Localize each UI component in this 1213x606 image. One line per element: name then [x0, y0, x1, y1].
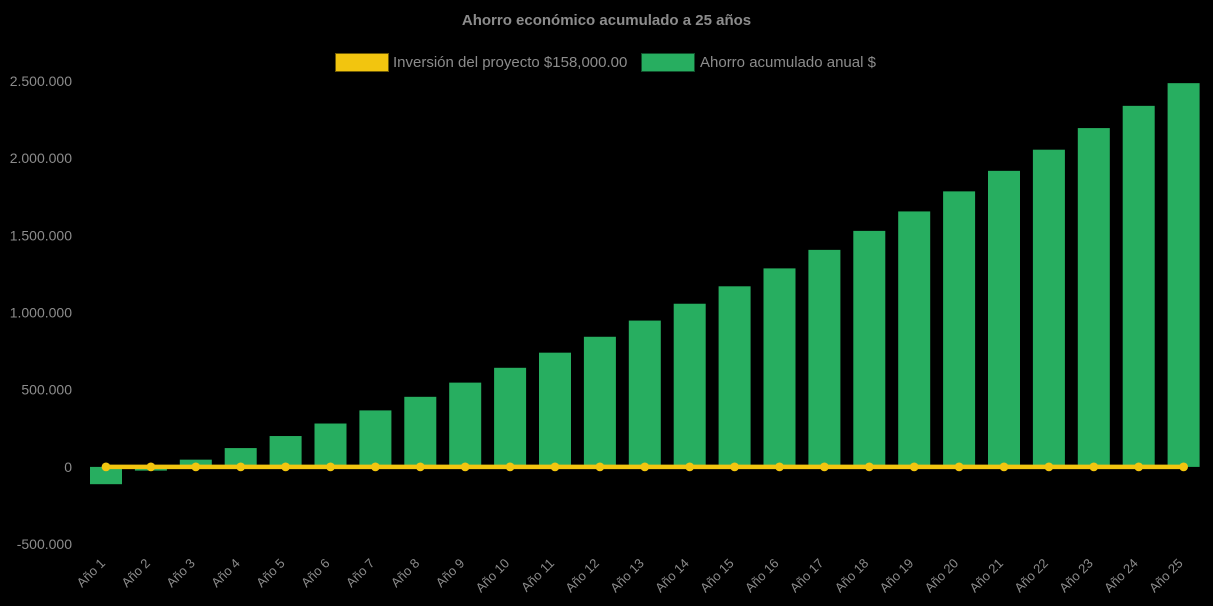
svg-text:Año 9: Año 9 [433, 556, 468, 591]
svg-text:Año 19: Año 19 [877, 556, 917, 596]
svg-text:Año 25: Año 25 [1146, 556, 1186, 596]
svg-text:0: 0 [64, 459, 72, 475]
svg-text:Año 3: Año 3 [163, 556, 198, 591]
svg-text:Año 11: Año 11 [518, 556, 557, 595]
svg-text:Año 5: Año 5 [253, 556, 288, 591]
svg-text:Año 23: Año 23 [1056, 556, 1096, 596]
svg-text:Año 6: Año 6 [298, 556, 333, 591]
svg-text:Año 18: Año 18 [832, 556, 872, 596]
svg-text:Año 24: Año 24 [1101, 556, 1141, 596]
svg-text:2.500.000: 2.500.000 [10, 73, 72, 89]
svg-text:Año 8: Año 8 [388, 556, 423, 591]
svg-text:Año 13: Año 13 [607, 556, 647, 596]
svg-text:Año 14: Año 14 [652, 556, 692, 596]
svg-text:-500.000: -500.000 [17, 536, 72, 552]
svg-text:2.000.000: 2.000.000 [10, 150, 72, 166]
svg-text:Año 10: Año 10 [472, 556, 512, 596]
svg-text:Año 7: Año 7 [343, 556, 378, 591]
svg-text:Año 21: Año 21 [966, 556, 1006, 596]
svg-text:Año 15: Año 15 [697, 556, 737, 596]
svg-text:Año 22: Año 22 [1011, 556, 1051, 596]
svg-text:1.000.000: 1.000.000 [10, 305, 72, 321]
svg-text:Año 1: Año 1 [73, 556, 108, 591]
svg-text:Año 20: Año 20 [921, 556, 961, 596]
svg-text:Año 17: Año 17 [787, 556, 827, 596]
svg-text:500.000: 500.000 [21, 382, 72, 398]
svg-text:Año 12: Año 12 [562, 556, 602, 596]
svg-text:Año 2: Año 2 [118, 556, 153, 591]
svg-text:Año 16: Año 16 [742, 556, 782, 596]
svg-text:Año 4: Año 4 [208, 556, 243, 591]
svg-text:1.500.000: 1.500.000 [10, 227, 72, 243]
